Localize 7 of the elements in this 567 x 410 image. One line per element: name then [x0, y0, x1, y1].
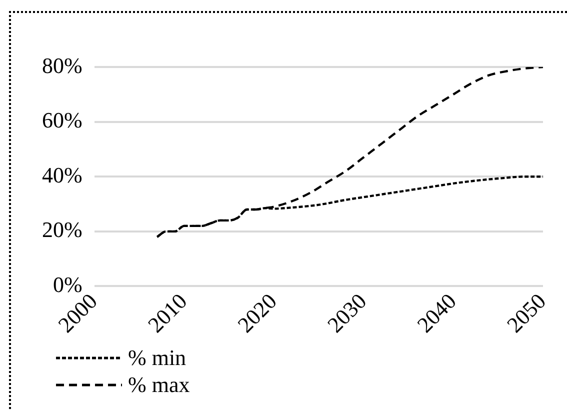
y-tick-label: 60%: [42, 108, 82, 133]
legend-label: % max: [128, 371, 190, 398]
legend-label: % min: [128, 344, 186, 371]
y-tick-label: 0%: [53, 272, 82, 297]
y-tick-label: 40%: [42, 162, 82, 188]
y-tick-label: 20%: [42, 217, 82, 242]
y-tick-label: 80%: [42, 52, 82, 78]
